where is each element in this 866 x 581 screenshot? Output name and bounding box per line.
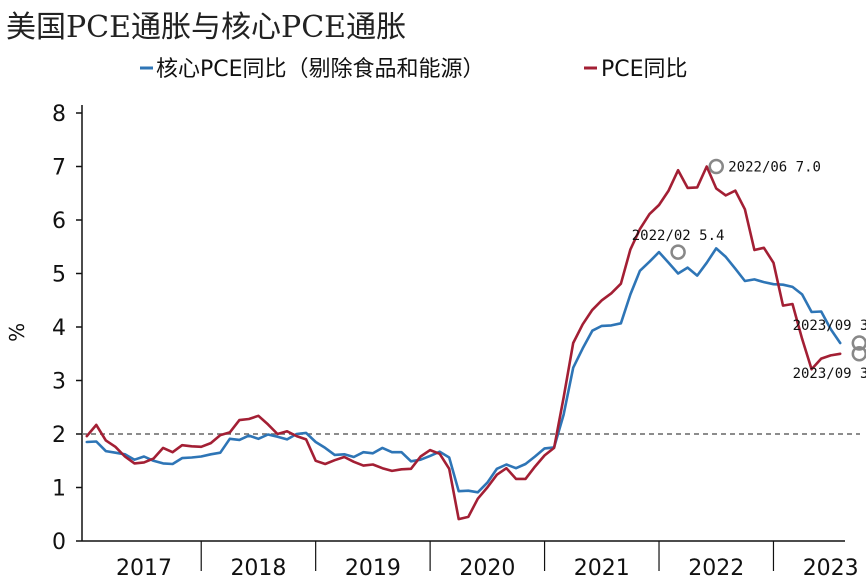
annotation-marker — [708, 158, 724, 175]
y-tick-label: 7 — [52, 156, 66, 181]
legend-label-pce: PCE同比 — [601, 57, 688, 82]
page-title: 美国PCE通胀与核心PCE通胀 — [6, 10, 407, 45]
annotation-marker — [670, 244, 686, 260]
y-tick-label: 2 — [52, 423, 66, 448]
annotation-label: 2022/02 5.4 — [632, 228, 725, 244]
y-tick-label: 8 — [52, 102, 66, 127]
series-layer — [85, 165, 842, 521]
x-tick-label: 2023 — [803, 556, 859, 581]
series-line-core-pce — [85, 247, 842, 494]
x-tick-label: 2022 — [688, 556, 744, 581]
y-tick-label: 1 — [52, 477, 66, 502]
x-tick-label: 2018 — [230, 556, 286, 581]
y-tick-label: 6 — [52, 209, 66, 234]
y-tick-label: 4 — [52, 316, 66, 341]
y-axis-label: % — [5, 323, 29, 342]
x-tick-label: 2020 — [459, 556, 515, 581]
x-tick-label: 2019 — [345, 556, 401, 581]
y-tick-label: 5 — [52, 263, 66, 288]
annotation-label: 2023/09 3.5 — [793, 366, 866, 382]
series-line-pce — [85, 165, 842, 521]
axes: 0 1 2 3 4 5 6 7 8% 2017 2018 2019 2020 2021 2022 2023 — [5, 102, 860, 581]
annotation-label: 2022/06 7.0 — [728, 160, 821, 176]
y-tick-label: 0 — [52, 530, 66, 555]
x-tick-label: 2017 — [116, 556, 172, 581]
x-tick-label: 2021 — [574, 556, 630, 581]
annotation-label: 2023/09 3.7 — [793, 318, 866, 334]
y-tick-label: 3 — [52, 370, 66, 395]
legend: 核心PCE同比（剔除食品和能源） PCE同比 — [140, 57, 688, 82]
legend-label-core-pce: 核心PCE同比（剔除食品和能源） — [156, 57, 485, 82]
